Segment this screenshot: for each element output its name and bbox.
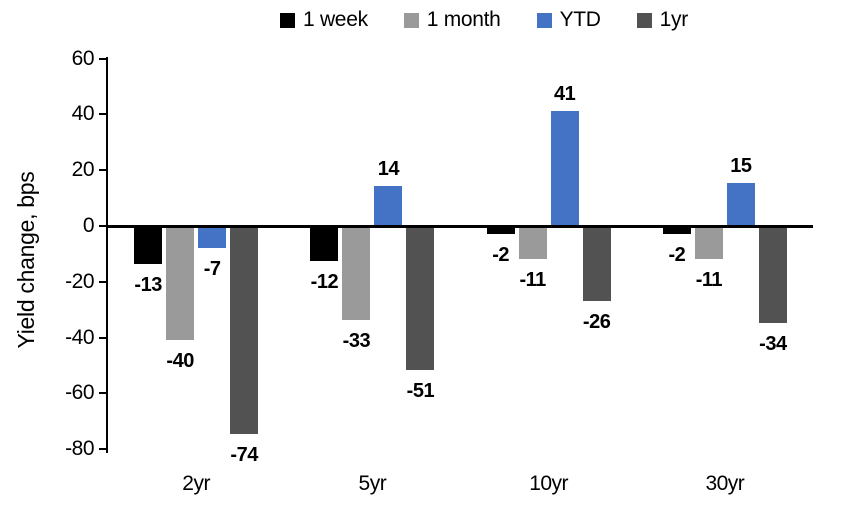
bar-1-week-2yr	[134, 228, 163, 265]
bar-1-week-10yr	[486, 228, 515, 234]
y-tick	[99, 448, 106, 451]
y-tick-label: -20	[65, 269, 94, 293]
category-label: 10yr	[529, 472, 569, 495]
legend-label: 1 week	[303, 8, 368, 31]
data-label: -26	[582, 310, 611, 333]
data-label: 14	[377, 157, 400, 180]
bar-1-week-5yr	[310, 228, 339, 262]
bar-ytd-2yr	[198, 228, 227, 248]
data-label: -11	[695, 268, 723, 291]
y-tick-label: 0	[82, 214, 95, 237]
data-label: -11	[519, 268, 546, 291]
y-tick	[99, 392, 106, 395]
category-label: 5yr	[358, 472, 387, 495]
chart-legend: 1 week 1 month YTD 1yr	[0, 8, 852, 32]
legend-swatch	[536, 12, 552, 28]
data-label: -2	[668, 243, 686, 266]
legend-swatch	[636, 12, 652, 28]
data-label: 15	[730, 155, 752, 178]
data-label: -51	[406, 380, 435, 403]
data-label: -12	[310, 271, 339, 294]
legend-item-1-month: 1 month	[403, 8, 501, 32]
data-label: -2	[492, 243, 510, 266]
bar-1-week-30yr	[662, 228, 691, 234]
bar-1yr-10yr	[582, 228, 611, 301]
data-label: -34	[759, 332, 787, 355]
bar-1yr-2yr	[230, 228, 259, 435]
legend-item-ytd: YTD	[536, 8, 601, 32]
bar-1-month-10yr	[518, 228, 547, 259]
y-tick	[99, 336, 106, 339]
bar-1-month-5yr	[342, 228, 371, 321]
y-tick	[99, 169, 106, 172]
bar-1yr-30yr	[758, 228, 787, 323]
category-label: 2yr	[182, 472, 210, 495]
data-label: -33	[342, 330, 371, 353]
bar-1yr-5yr	[406, 228, 435, 371]
legend-swatch	[403, 12, 419, 28]
y-tick-label: 40	[71, 102, 95, 126]
legend-item-1yr: 1yr	[636, 8, 689, 32]
y-tick	[99, 57, 106, 60]
y-tick-label: -60	[65, 381, 94, 405]
bar-ytd-10yr	[550, 110, 579, 225]
legend-label: 1yr	[659, 8, 689, 31]
data-label: -74	[230, 444, 258, 467]
data-label: 41	[554, 82, 576, 105]
category-label: 30yr	[705, 472, 745, 495]
bar-1-month-2yr	[166, 228, 195, 340]
y-axis-line	[106, 56, 108, 454]
bar-1-month-30yr	[694, 228, 723, 259]
y-tick-label: -40	[65, 325, 94, 349]
legend-swatch	[280, 12, 296, 28]
y-tick-label: 60	[71, 46, 95, 70]
y-tick	[99, 225, 106, 227]
y-tick	[99, 280, 106, 283]
y-tick-label: -80	[65, 437, 94, 461]
legend-label: YTD	[559, 8, 601, 31]
y-tick-label: 20	[71, 158, 95, 182]
y-tick	[99, 113, 106, 116]
y-axis-title: Yield change, bps	[13, 171, 39, 349]
bar-ytd-5yr	[374, 185, 403, 225]
legend-label: 1 month	[426, 8, 501, 31]
bar-ytd-30yr	[726, 183, 755, 225]
data-label: -40	[166, 349, 194, 372]
data-label: -13	[134, 274, 162, 297]
data-label: -7	[203, 257, 221, 280]
legend-item-1-week: 1 week	[280, 8, 368, 32]
x-axis-line	[106, 225, 813, 228]
